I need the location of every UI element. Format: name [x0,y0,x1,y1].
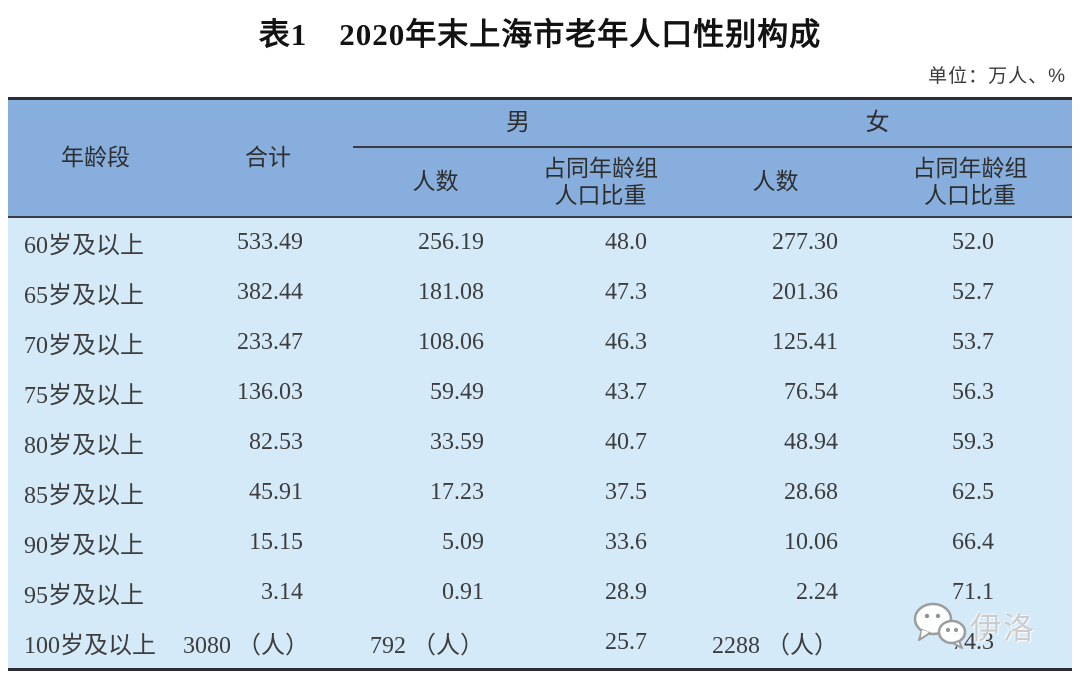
cell-female-share: 74.3 [868,617,1072,669]
table-row: 60岁及以上 533.49 256.19 48.0 277.30 52.0 [8,216,1072,268]
cell-male-share: 28.9 [518,567,683,618]
cell-male-count: 181.08 [353,267,518,318]
cell-female-share: 59.3 [868,417,1072,468]
cell-age: 65岁及以上 [8,267,183,318]
cell-female-count: 2.24 [683,567,868,618]
cell-age: 75岁及以上 [8,367,183,418]
cell-female-count: 201.36 [683,267,868,318]
cell-total: 82.53 [183,417,353,468]
cell-male-count: 792 （人） [353,617,518,669]
cell-age: 100岁及以上 [8,617,183,669]
cell-male-share: 43.7 [518,367,683,418]
page-title: 表1 2020年末上海市老年人口性别构成 [258,17,822,52]
table-row: 80岁及以上 82.53 33.59 40.7 48.94 59.3 [8,417,1072,468]
header-male: 男 [353,98,683,148]
header-male-count: 人数 [353,146,518,218]
cell-female-count: 76.54 [683,367,868,418]
cell-male-share: 25.7 [518,617,683,669]
cell-male-count: 256.19 [353,216,518,268]
population-gender-table: 年龄段 合计 男 女 人数 占同年龄组 人口比重 人数 占同年龄组 人口比重 60岁… [8,97,1072,671]
cell-total: 136.03 [183,367,353,418]
cell-female-count: 10.06 [683,517,868,568]
cell-female-count: 48.94 [683,417,868,468]
cell-male-count: 0.91 [353,567,518,618]
table-row: 70岁及以上 233.47 108.06 46.3 125.41 53.7 [8,317,1072,368]
table-row: 65岁及以上 382.44 181.08 47.3 201.36 52.7 [8,267,1072,318]
cell-age: 60岁及以上 [8,216,183,268]
cell-male-share: 37.5 [518,467,683,518]
table-row: 90岁及以上 15.15 5.09 33.6 10.06 66.4 [8,517,1072,568]
cell-total: 233.47 [183,317,353,368]
header-female-share-line1: 占同年龄组 [912,154,1028,181]
cell-total: 533.49 [183,216,353,268]
table-row: 100岁及以上 3080 （人） 792 （人） 25.7 2288 （人） 7… [8,617,1072,669]
header-group-row: 年龄段 合计 男 女 [8,98,1072,218]
unit-note: 单位：万人、% [928,66,1066,87]
cell-male-count: 17.23 [353,467,518,518]
cell-age: 85岁及以上 [8,467,183,518]
cell-female-share: 52.0 [868,216,1072,268]
header-male-share: 占同年龄组 人口比重 [518,146,683,218]
cell-female-share: 62.5 [868,467,1072,518]
cell-age: 80岁及以上 [8,417,183,468]
cell-male-count: 5.09 [353,517,518,568]
cell-total: 382.44 [183,267,353,318]
cell-male-count: 59.49 [353,367,518,418]
cell-male-share: 33.6 [518,517,683,568]
header-female: 女 [683,98,1072,148]
header-male-share-line1: 占同年龄组 [543,154,658,181]
header-female-count: 人数 [683,146,868,218]
header-sub-row: 人数 占同年龄组 人口比重 人数 占同年龄组 人口比重 [8,146,1072,218]
cell-age: 70岁及以上 [8,317,183,368]
cell-total: 3.14 [183,567,353,618]
cell-female-share: 56.3 [868,367,1072,418]
cell-total: 45.91 [183,467,353,518]
cell-age: 95岁及以上 [8,567,183,618]
cell-female-share: 66.4 [868,517,1072,568]
header-age-group: 年龄段 [8,98,183,218]
table-row: 85岁及以上 45.91 17.23 37.5 28.68 62.5 [8,467,1072,518]
cell-male-share: 40.7 [518,417,683,468]
cell-male-share: 48.0 [518,216,683,268]
cell-male-count: 108.06 [353,317,518,368]
header-female-share-line2: 人口比重 [924,181,1016,208]
table-header: 年龄段 合计 男 女 人数 占同年龄组 人口比重 人数 占同年龄组 人口比重 [8,98,1072,218]
cell-female-count: 28.68 [683,467,868,518]
cell-total: 15.15 [183,517,353,568]
cell-female-count: 277.30 [683,216,868,268]
header-female-share: 占同年龄组 人口比重 [868,146,1072,218]
cell-female-count: 125.41 [683,317,868,368]
cell-total: 3080 （人） [183,617,353,669]
cell-female-share: 71.1 [868,567,1072,618]
cell-male-share: 47.3 [518,267,683,318]
cell-female-share: 52.7 [868,267,1072,318]
header-total: 合计 [183,98,353,218]
cell-female-count: 2288 （人） [683,617,868,669]
cell-male-count: 33.59 [353,417,518,468]
cell-female-share: 53.7 [868,317,1072,368]
table-row: 75岁及以上 136.03 59.49 43.7 76.54 56.3 [8,367,1072,418]
cell-male-share: 46.3 [518,317,683,368]
header-male-share-line2: 人口比重 [554,181,647,208]
table-row: 95岁及以上 3.14 0.91 28.9 2.24 71.1 [8,567,1072,618]
cell-age: 90岁及以上 [8,517,183,568]
table-body: 60岁及以上 533.49 256.19 48.0 277.30 52.0 65… [8,216,1072,669]
